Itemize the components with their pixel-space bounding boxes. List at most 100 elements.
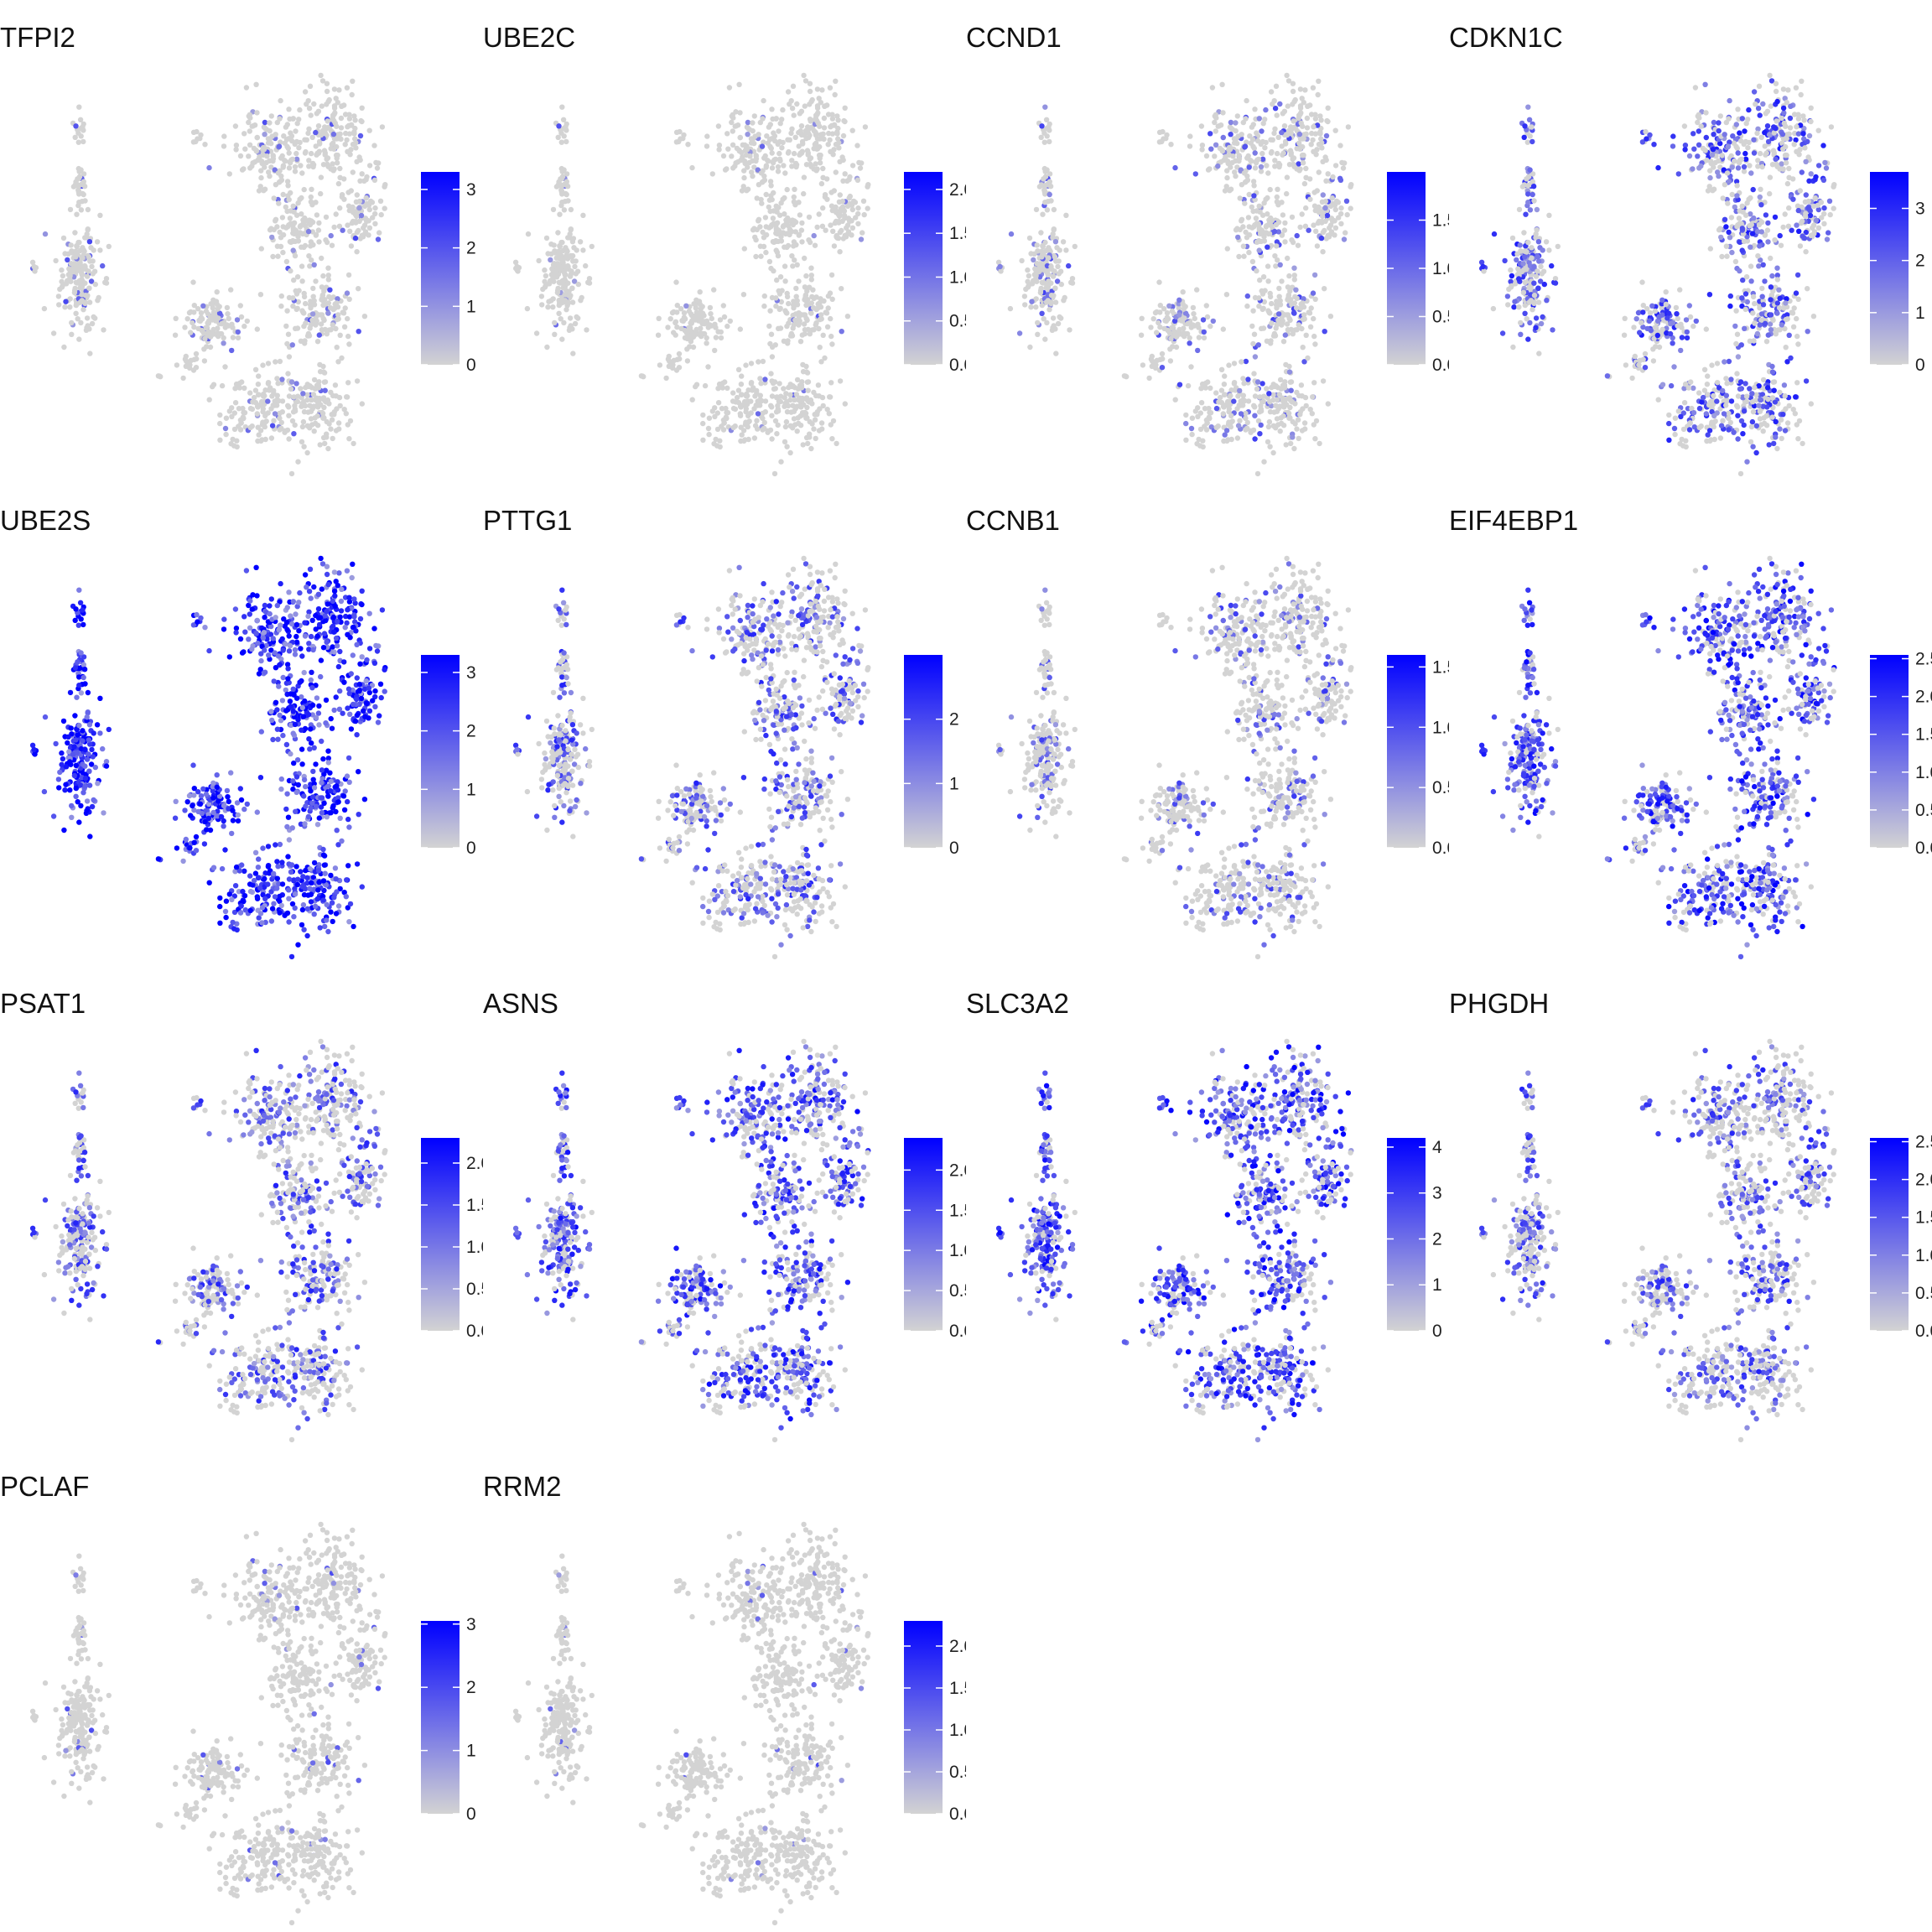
cell-point (1642, 351, 1649, 357)
cell-point (1285, 297, 1291, 303)
cell-point (808, 445, 814, 452)
cell-point (1325, 171, 1331, 177)
cell-point (1315, 91, 1321, 98)
cell-point (1301, 180, 1308, 187)
cell-point (296, 145, 302, 151)
cell-point (1237, 195, 1243, 201)
cell-point (1530, 184, 1537, 190)
cell-point (554, 261, 560, 267)
cell-point (219, 382, 226, 389)
cell-point (1707, 174, 1713, 181)
cell-point (341, 176, 347, 182)
cell-point (792, 311, 799, 317)
cell-point (318, 321, 325, 327)
cell-point (776, 150, 782, 157)
cell-point (1544, 298, 1550, 304)
cell-point (1768, 297, 1774, 303)
cell-point (835, 136, 841, 142)
cell-point (1234, 406, 1240, 412)
cell-point (87, 351, 93, 356)
cell-point (783, 418, 790, 425)
cell-point (666, 353, 672, 360)
cell-point (762, 377, 768, 382)
cell-point (715, 123, 722, 129)
cell-point (313, 278, 319, 284)
cell-point (1258, 169, 1265, 174)
cell-point (1729, 164, 1735, 170)
cell-point (1191, 311, 1197, 317)
cell-point (560, 299, 567, 305)
cell-point (790, 383, 796, 389)
cell-point (1745, 117, 1751, 122)
cell-point (1245, 153, 1251, 159)
cell-point (1239, 132, 1244, 138)
cell-point (1303, 402, 1309, 409)
cell-point (829, 436, 835, 442)
cell-point (1699, 399, 1705, 405)
cell-point (259, 422, 266, 428)
cell-point (329, 242, 335, 248)
cell-point (1288, 440, 1294, 447)
cell-point (289, 342, 295, 348)
cell-point (570, 258, 576, 264)
cell-point (1301, 296, 1306, 302)
cell-point (784, 186, 790, 193)
cell-point (1291, 300, 1297, 306)
cell-point (563, 255, 569, 261)
cell-point (1748, 211, 1753, 217)
cell-point (1815, 202, 1821, 208)
cell-point (1274, 322, 1280, 328)
cell-point (1622, 315, 1628, 321)
cell-point (1742, 138, 1749, 145)
cell-point (345, 148, 351, 154)
cell-point (86, 285, 92, 291)
cell-point (1296, 115, 1301, 122)
cell-point (348, 243, 355, 249)
cell-point (741, 168, 747, 174)
cell-point (1771, 130, 1777, 136)
cell-point (829, 296, 835, 302)
cell-point (374, 165, 381, 171)
cell-point (1189, 415, 1196, 421)
cell-point (1546, 212, 1552, 218)
cell-point (569, 285, 575, 291)
cell-point (538, 293, 545, 299)
cell-point (723, 405, 729, 412)
cell-point (366, 225, 373, 231)
cell-point (75, 139, 82, 145)
cell-point (1138, 332, 1145, 338)
cell-point (1223, 292, 1230, 298)
cell-point (1301, 136, 1306, 142)
cell-point (1778, 242, 1784, 248)
cell-point (564, 171, 570, 177)
cell-point (217, 437, 223, 443)
cell-point (769, 413, 775, 418)
cell-point (317, 442, 323, 448)
cell-point (1285, 255, 1291, 262)
cell-point (63, 281, 70, 287)
cell-point (837, 192, 843, 198)
cell-point (316, 396, 322, 402)
cell-point (325, 118, 330, 124)
cell-point (814, 224, 820, 231)
cell-point (288, 239, 294, 245)
cell-point (756, 182, 762, 188)
cell-point (799, 220, 805, 226)
cell-point (1704, 157, 1710, 164)
cell-point (1667, 330, 1674, 337)
cell-point (256, 432, 262, 438)
cell-point (801, 174, 808, 180)
cell-point (1295, 242, 1301, 248)
cell-point (1034, 242, 1040, 248)
cell-point (303, 300, 309, 307)
cell-point (1621, 332, 1628, 338)
cell-point (1176, 305, 1182, 311)
cell-point (775, 238, 782, 245)
cell-point (258, 168, 264, 174)
cell-point (1316, 218, 1322, 225)
cell-point (294, 274, 301, 280)
cell-point (1717, 406, 1723, 412)
cell-point (1205, 379, 1211, 385)
cell-point (1481, 268, 1487, 274)
cell-point (1044, 133, 1050, 139)
